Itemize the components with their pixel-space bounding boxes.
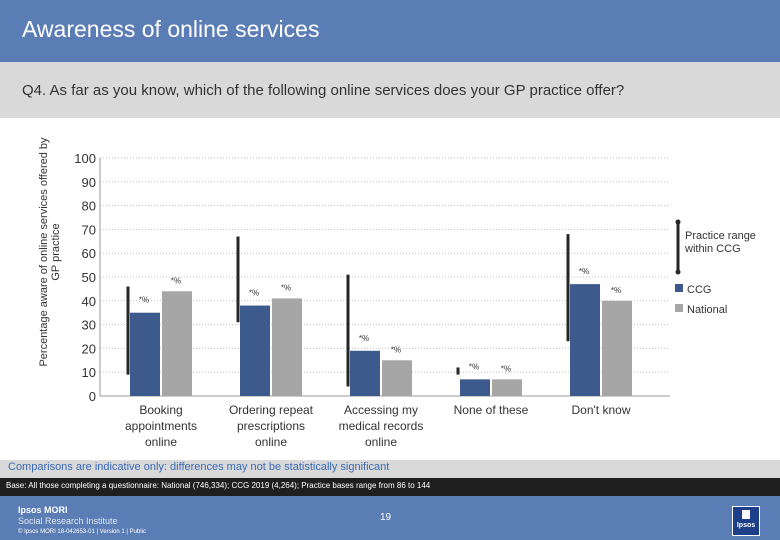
footer-bar [0, 496, 780, 540]
legend-range-label-1: Practice range [685, 230, 756, 242]
x-category-label: None of these [454, 403, 529, 417]
legend-range-label-2: within CCG [684, 243, 741, 255]
national-data-label: *% [281, 283, 291, 292]
y-tick-label: 40 [82, 294, 96, 309]
ccg-data-label: *% [359, 334, 369, 343]
national-bar [162, 291, 192, 396]
y-tick-label: 100 [74, 151, 96, 166]
y-tick-label: 0 [89, 389, 96, 404]
y-axis-label: Percentage aware of online services offe… [38, 137, 62, 367]
logo-text: Ipsos [736, 522, 756, 529]
national-data-label: *% [171, 276, 181, 285]
y-tick-label: 30 [82, 318, 96, 333]
base-bar [0, 478, 780, 496]
legend-ccg-swatch [675, 284, 683, 292]
national-bar [492, 379, 522, 396]
ccg-bar [570, 284, 600, 396]
legend-ccg-label: CCG [687, 284, 711, 296]
y-tick-label: 20 [82, 341, 96, 356]
x-category-label: Accessing my medical records online [339, 403, 424, 449]
question-text: Q4. As far as you know, which of the fol… [22, 82, 625, 99]
national-bar [602, 300, 632, 396]
ccg-bar [130, 312, 160, 396]
legend-range-cap-top [675, 219, 681, 225]
national-data-label: *% [501, 364, 511, 373]
national-data-label: *% [391, 345, 401, 354]
national-data-label: *% [611, 286, 621, 295]
brand-subtitle: Social Research Institute [18, 516, 118, 526]
logo-mark [742, 510, 750, 519]
x-category-label: Don't know [572, 403, 631, 417]
base-text: Base: All those completing a questionnai… [6, 481, 431, 490]
x-category-label: Ordering repeat prescriptions online [229, 403, 314, 449]
brand-name: Ipsos MORI [18, 505, 68, 515]
y-tick-label: 50 [82, 270, 96, 285]
ccg-data-label: *% [139, 296, 149, 305]
ccg-data-label: *% [249, 289, 259, 298]
ccg-data-label: *% [469, 362, 479, 371]
page-title: Awareness of online services [22, 16, 320, 42]
y-tick-label: 10 [82, 365, 96, 380]
legend-national-swatch [675, 304, 683, 312]
question-bar: Q4. As far as you know, which of the fol… [0, 62, 780, 118]
copyright-text: © Ipsos MORI 18-042653-01 | Version 1 | … [18, 529, 146, 535]
y-tick-label: 90 [82, 175, 96, 190]
x-category-label: Booking appointments online [125, 403, 197, 449]
legend-range-cap-bottom [675, 269, 681, 275]
ccg-bar [350, 350, 380, 396]
comparison-note: Comparisons are indicative only: differe… [8, 461, 390, 473]
brand-logo: Ipsos MORI Social Research Institute [18, 505, 118, 527]
ccg-data-label: *% [579, 267, 589, 276]
ccg-bar [240, 305, 270, 396]
page-number: 19 [380, 512, 392, 523]
national-bar [272, 298, 302, 396]
ccg-bar [460, 379, 490, 396]
y-tick-label: 80 [82, 199, 96, 214]
ipsos-logo-icon: Ipsos [732, 506, 760, 536]
national-bar [382, 360, 412, 396]
y-tick-label: 60 [82, 246, 96, 261]
legend-national-label: National [687, 304, 727, 316]
title-bar: Awareness of online services [0, 0, 780, 62]
y-tick-label: 70 [82, 222, 96, 237]
